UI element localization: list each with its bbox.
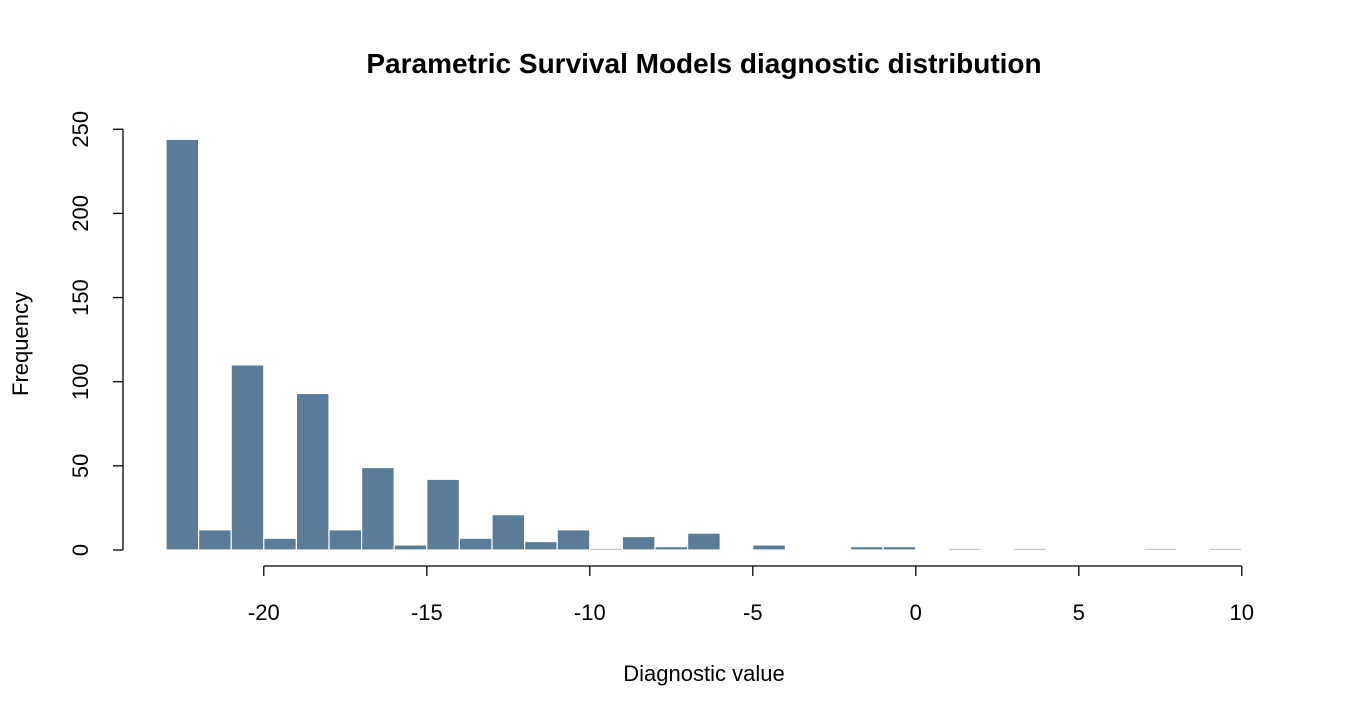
x-tick-label-6: 10 bbox=[1230, 600, 1254, 625]
histogram-bar-6 bbox=[361, 466, 395, 551]
histogram-bar-1 bbox=[198, 529, 232, 551]
histogram-bar-24 bbox=[947, 547, 982, 551]
x-tick-label-2: -10 bbox=[574, 600, 606, 625]
histogram-bar-26 bbox=[1012, 547, 1047, 551]
histogram-bar-4 bbox=[295, 392, 330, 551]
x-axis-label: Diagnostic value bbox=[623, 661, 784, 686]
y-axis-label: Frequency bbox=[8, 292, 33, 396]
histogram-bar-10 bbox=[491, 514, 526, 551]
histogram-bar-14 bbox=[621, 535, 656, 551]
chart-title: Parametric Survival Models diagnostic di… bbox=[366, 48, 1041, 79]
histogram-bar-9 bbox=[458, 537, 493, 551]
histogram-bar-16 bbox=[686, 532, 721, 551]
y-tick-label-2: 100 bbox=[68, 363, 93, 400]
histogram-bar-13 bbox=[589, 547, 623, 551]
x-tick-label-1: -15 bbox=[411, 600, 443, 625]
histogram-bar-7 bbox=[393, 544, 428, 551]
histogram-bar-21 bbox=[849, 546, 884, 551]
histogram-bar-0 bbox=[165, 138, 200, 551]
y-tick-label-4: 200 bbox=[68, 195, 93, 232]
histogram-bar-18 bbox=[752, 544, 786, 551]
y-tick-label-5: 250 bbox=[68, 111, 93, 148]
y-tick-label-0: 0 bbox=[68, 544, 93, 556]
y-axis: 0 50 100 150 200 250 bbox=[68, 111, 124, 556]
x-tick-label-5: 5 bbox=[1073, 600, 1085, 625]
histogram-bar-30 bbox=[1143, 547, 1178, 551]
histogram-bar-11 bbox=[523, 540, 558, 551]
x-axis: -20 -15 -10 -5 0 5 10 bbox=[248, 565, 1254, 625]
y-tick-label-3: 150 bbox=[68, 279, 93, 316]
histogram-bar-5 bbox=[328, 529, 363, 551]
histogram-bar-32 bbox=[1208, 547, 1243, 551]
y-tick-label-1: 50 bbox=[68, 454, 93, 478]
x-tick-label-3: -5 bbox=[743, 600, 763, 625]
histogram-bar-8 bbox=[426, 478, 460, 551]
histogram-bar-22 bbox=[882, 546, 917, 551]
histogram-bar-15 bbox=[654, 546, 689, 551]
x-tick-label-4: 0 bbox=[910, 600, 922, 625]
bars-group bbox=[165, 138, 1243, 551]
histogram-bar-12 bbox=[556, 529, 591, 551]
histogram-bar-2 bbox=[230, 364, 265, 551]
histogram-bar-3 bbox=[263, 537, 297, 551]
x-tick-label-0: -20 bbox=[248, 600, 280, 625]
